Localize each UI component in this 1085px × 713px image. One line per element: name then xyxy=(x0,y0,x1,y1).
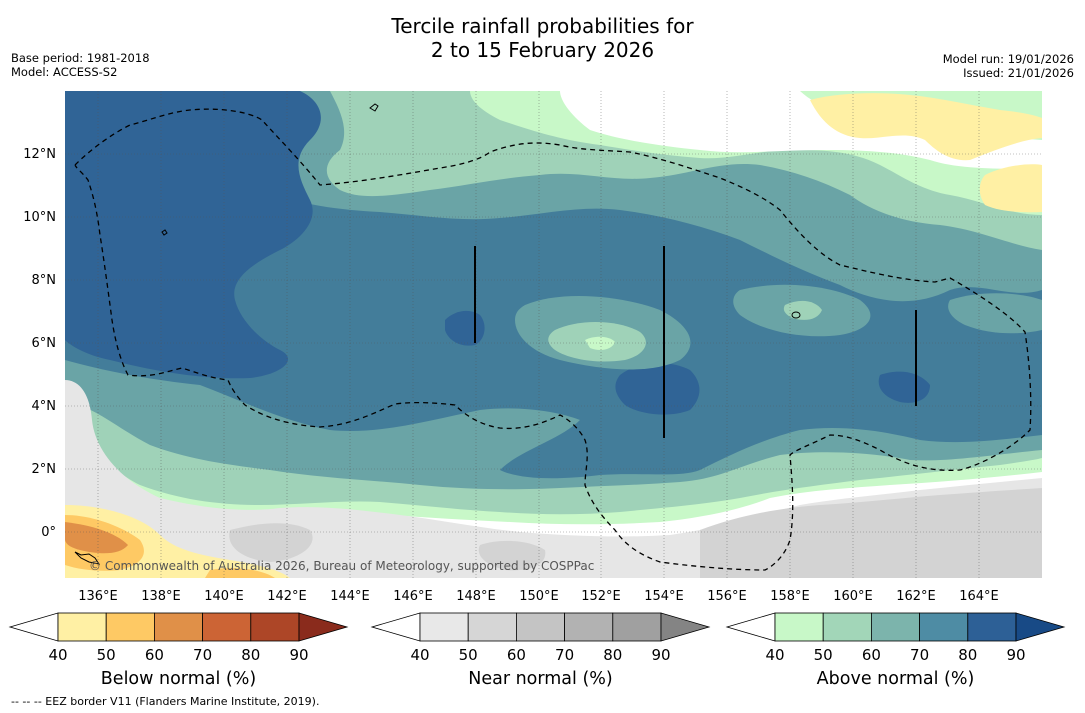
colorbar-segment xyxy=(822,612,872,642)
lon-label: 162°E xyxy=(896,589,936,604)
colorbar-tick: 60 xyxy=(145,646,164,664)
islands xyxy=(74,103,801,565)
colorbar-below: 40 50 60 70 80 90 Below normal (%) xyxy=(8,612,349,689)
colorbar-tick: 70 xyxy=(193,646,212,664)
colorbar-high-extend xyxy=(298,612,349,642)
lat-labels: 12°N 10°N 8°N 6°N 4°N 2°N 0° xyxy=(23,147,56,540)
colorbar-high-extend xyxy=(660,612,711,642)
colorbar-tick: 80 xyxy=(241,646,260,664)
colorbar-segment xyxy=(919,612,969,642)
lat-label: 4°N xyxy=(32,399,57,414)
colorbar-tick: 80 xyxy=(958,646,977,664)
colorbar-tick: 50 xyxy=(97,646,116,664)
colorbar-tick: 50 xyxy=(459,646,478,664)
lon-label: 136°E xyxy=(78,589,118,604)
colorbar-high-extend xyxy=(1015,612,1066,642)
colorbar-segment xyxy=(105,612,155,642)
colorbar-low-extend xyxy=(8,612,59,642)
colorbar-segment xyxy=(774,612,824,642)
colorbar-tick: 80 xyxy=(603,646,622,664)
lon-label: 150°E xyxy=(519,589,559,604)
model-name: Model: ACCESS-S2 xyxy=(11,65,118,79)
lat-label: 8°N xyxy=(32,273,57,288)
colorbar-segment xyxy=(57,612,107,642)
lat-label: 10°N xyxy=(23,210,56,225)
lon-label: 156°E xyxy=(707,589,747,604)
colorbar-tick: 70 xyxy=(555,646,574,664)
model-run: Model run: 19/01/2026 xyxy=(942,52,1074,66)
lat-label: 0° xyxy=(41,525,56,540)
eez-footnote: -- -- -- EEZ border V11 (Flanders Marine… xyxy=(11,695,320,708)
copyright-text: © Commonwealth of Australia 2026, Bureau… xyxy=(89,559,594,573)
lon-label: 144°E xyxy=(330,589,370,604)
colorbar-segment xyxy=(564,612,614,642)
lat-label: 12°N xyxy=(23,147,56,162)
colorbar-above: 40 50 60 70 80 90 Above normal (%) xyxy=(725,612,1066,689)
island-markers xyxy=(474,246,917,438)
colorbar-tick: 40 xyxy=(765,646,784,664)
colorbar-tick: 90 xyxy=(1006,646,1025,664)
lon-label: 152°E xyxy=(581,589,621,604)
colorbar-segment xyxy=(467,612,517,642)
colorbar-tick: 60 xyxy=(862,646,881,664)
island-pohnpei xyxy=(791,311,801,319)
island-png-coast xyxy=(74,551,101,565)
lon-label: 146°E xyxy=(393,589,433,604)
meta-left: Base period: 1981-2018 Model: ACCESS-S2 xyxy=(11,51,150,79)
colorbar-low-extend xyxy=(370,612,421,642)
lon-label: 148°E xyxy=(456,589,496,604)
lon-label: 164°E xyxy=(959,589,999,604)
colorbar-segment xyxy=(871,612,921,642)
colorbar-tick: 50 xyxy=(814,646,833,664)
colorbar-tick: 70 xyxy=(910,646,929,664)
colorbar-segment xyxy=(202,612,252,642)
colorbar-tick: 90 xyxy=(289,646,308,664)
map-title: Tercile rainfall probabilities for 2 to … xyxy=(0,14,1085,62)
eez-border xyxy=(74,108,1032,571)
colorbar-tick: 60 xyxy=(507,646,526,664)
gridlines xyxy=(65,91,1042,578)
island-guam xyxy=(369,103,379,112)
colorbar-tick: 40 xyxy=(48,646,67,664)
colorbar-near: 40 50 60 70 80 90 Near normal (%) xyxy=(370,612,711,689)
colorbar-segment xyxy=(250,612,300,642)
colorbar-low-extend xyxy=(725,612,776,642)
lon-label: 138°E xyxy=(141,589,181,604)
lon-label: 160°E xyxy=(833,589,873,604)
colorbar-tick: 90 xyxy=(651,646,670,664)
lon-labels: 136°E 138°E 140°E 142°E 144°E 146°E 148°… xyxy=(78,589,999,604)
colorbar-label: Near normal (%) xyxy=(468,669,613,689)
lon-label: 142°E xyxy=(267,589,307,604)
colorbar-tick: 40 xyxy=(410,646,429,664)
meta-right: Model run: 19/01/2026 Issued: 21/01/2026 xyxy=(943,52,1074,80)
colorbar-segment xyxy=(967,612,1017,642)
colorbar-segment xyxy=(612,612,662,642)
title-line-2: 2 to 15 February 2026 xyxy=(430,38,655,62)
lon-label: 158°E xyxy=(770,589,810,604)
lat-label: 6°N xyxy=(32,336,57,351)
colorbar-segment xyxy=(419,612,469,642)
lon-label: 140°E xyxy=(204,589,244,604)
probability-field xyxy=(65,91,1042,578)
colorbar-segment xyxy=(153,612,203,642)
colorbars: 40 50 60 70 80 90 Below normal (%) 40 50 60 70 80 90… xyxy=(8,612,1066,689)
colorbar-segment xyxy=(516,612,566,642)
title-line-1: Tercile rainfall probabilities for xyxy=(391,14,694,38)
issued-date: Issued: 21/01/2026 xyxy=(963,66,1074,80)
colorbar-label: Above normal (%) xyxy=(817,669,975,689)
colorbar-label: Below normal (%) xyxy=(101,669,256,689)
island-yap xyxy=(161,229,168,236)
base-period: Base period: 1981-2018 xyxy=(11,51,150,65)
lon-label: 154°E xyxy=(644,589,684,604)
lat-label: 2°N xyxy=(32,462,57,477)
